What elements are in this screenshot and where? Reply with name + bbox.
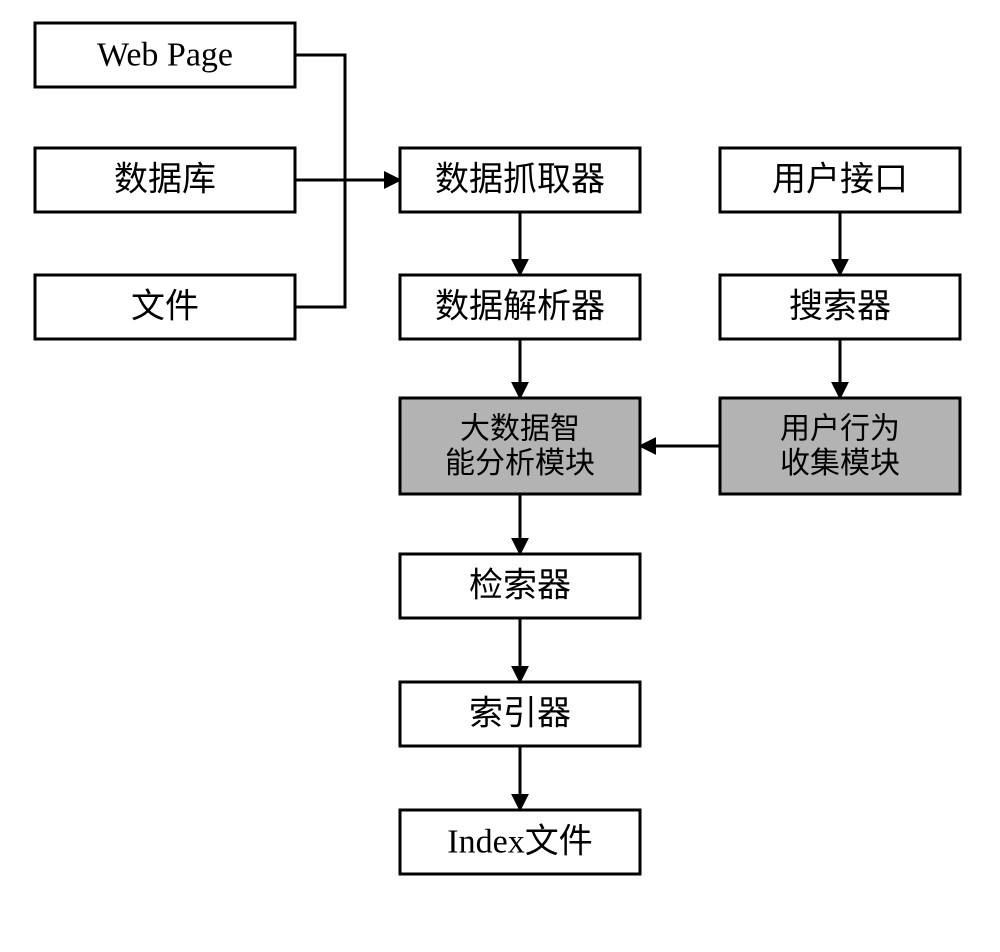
- node-bigdata-label-line2: 能分析模块: [445, 447, 595, 480]
- node-database-label: 数据库: [114, 161, 216, 199]
- node-crawler-label: 数据抓取器: [435, 161, 605, 199]
- node-file-label: 文件: [131, 288, 199, 326]
- node-user_if: 用户接口: [720, 148, 960, 212]
- node-web_page: Web Page: [35, 23, 295, 87]
- node-crawler: 数据抓取器: [400, 148, 640, 212]
- node-indexer-label: 索引器: [469, 695, 571, 733]
- node-searcher: 搜索器: [720, 275, 960, 339]
- flowchart-diagram: Web Page 数据库文件 数据抓取器数据解析器大数据智能分析模块检索器索引器 In…: [0, 0, 1000, 952]
- node-web_page-label: Web Page: [97, 37, 233, 74]
- node-parser: 数据解析器: [400, 275, 640, 339]
- node-user_if-label: 用户接口: [772, 161, 908, 199]
- node-indexfile-label: Index文件: [447, 823, 592, 861]
- node-retriever-label: 检索器: [469, 567, 571, 605]
- node-behavior-label-line1: 用户行为: [780, 412, 900, 445]
- node-indexer: 索引器: [400, 682, 640, 746]
- node-behavior: 用户行为收集模块: [720, 398, 960, 494]
- node-database: 数据库: [35, 148, 295, 212]
- node-parser-label: 数据解析器: [435, 288, 605, 326]
- node-searcher-label: 搜索器: [789, 288, 891, 326]
- node-bigdata-label-line1: 大数据智: [460, 412, 580, 445]
- node-indexfile: Index文件: [400, 810, 640, 874]
- node-file: 文件: [35, 275, 295, 339]
- node-behavior-label-line2: 收集模块: [780, 447, 900, 480]
- node-bigdata: 大数据智能分析模块: [400, 398, 640, 494]
- node-retriever: 检索器: [400, 554, 640, 618]
